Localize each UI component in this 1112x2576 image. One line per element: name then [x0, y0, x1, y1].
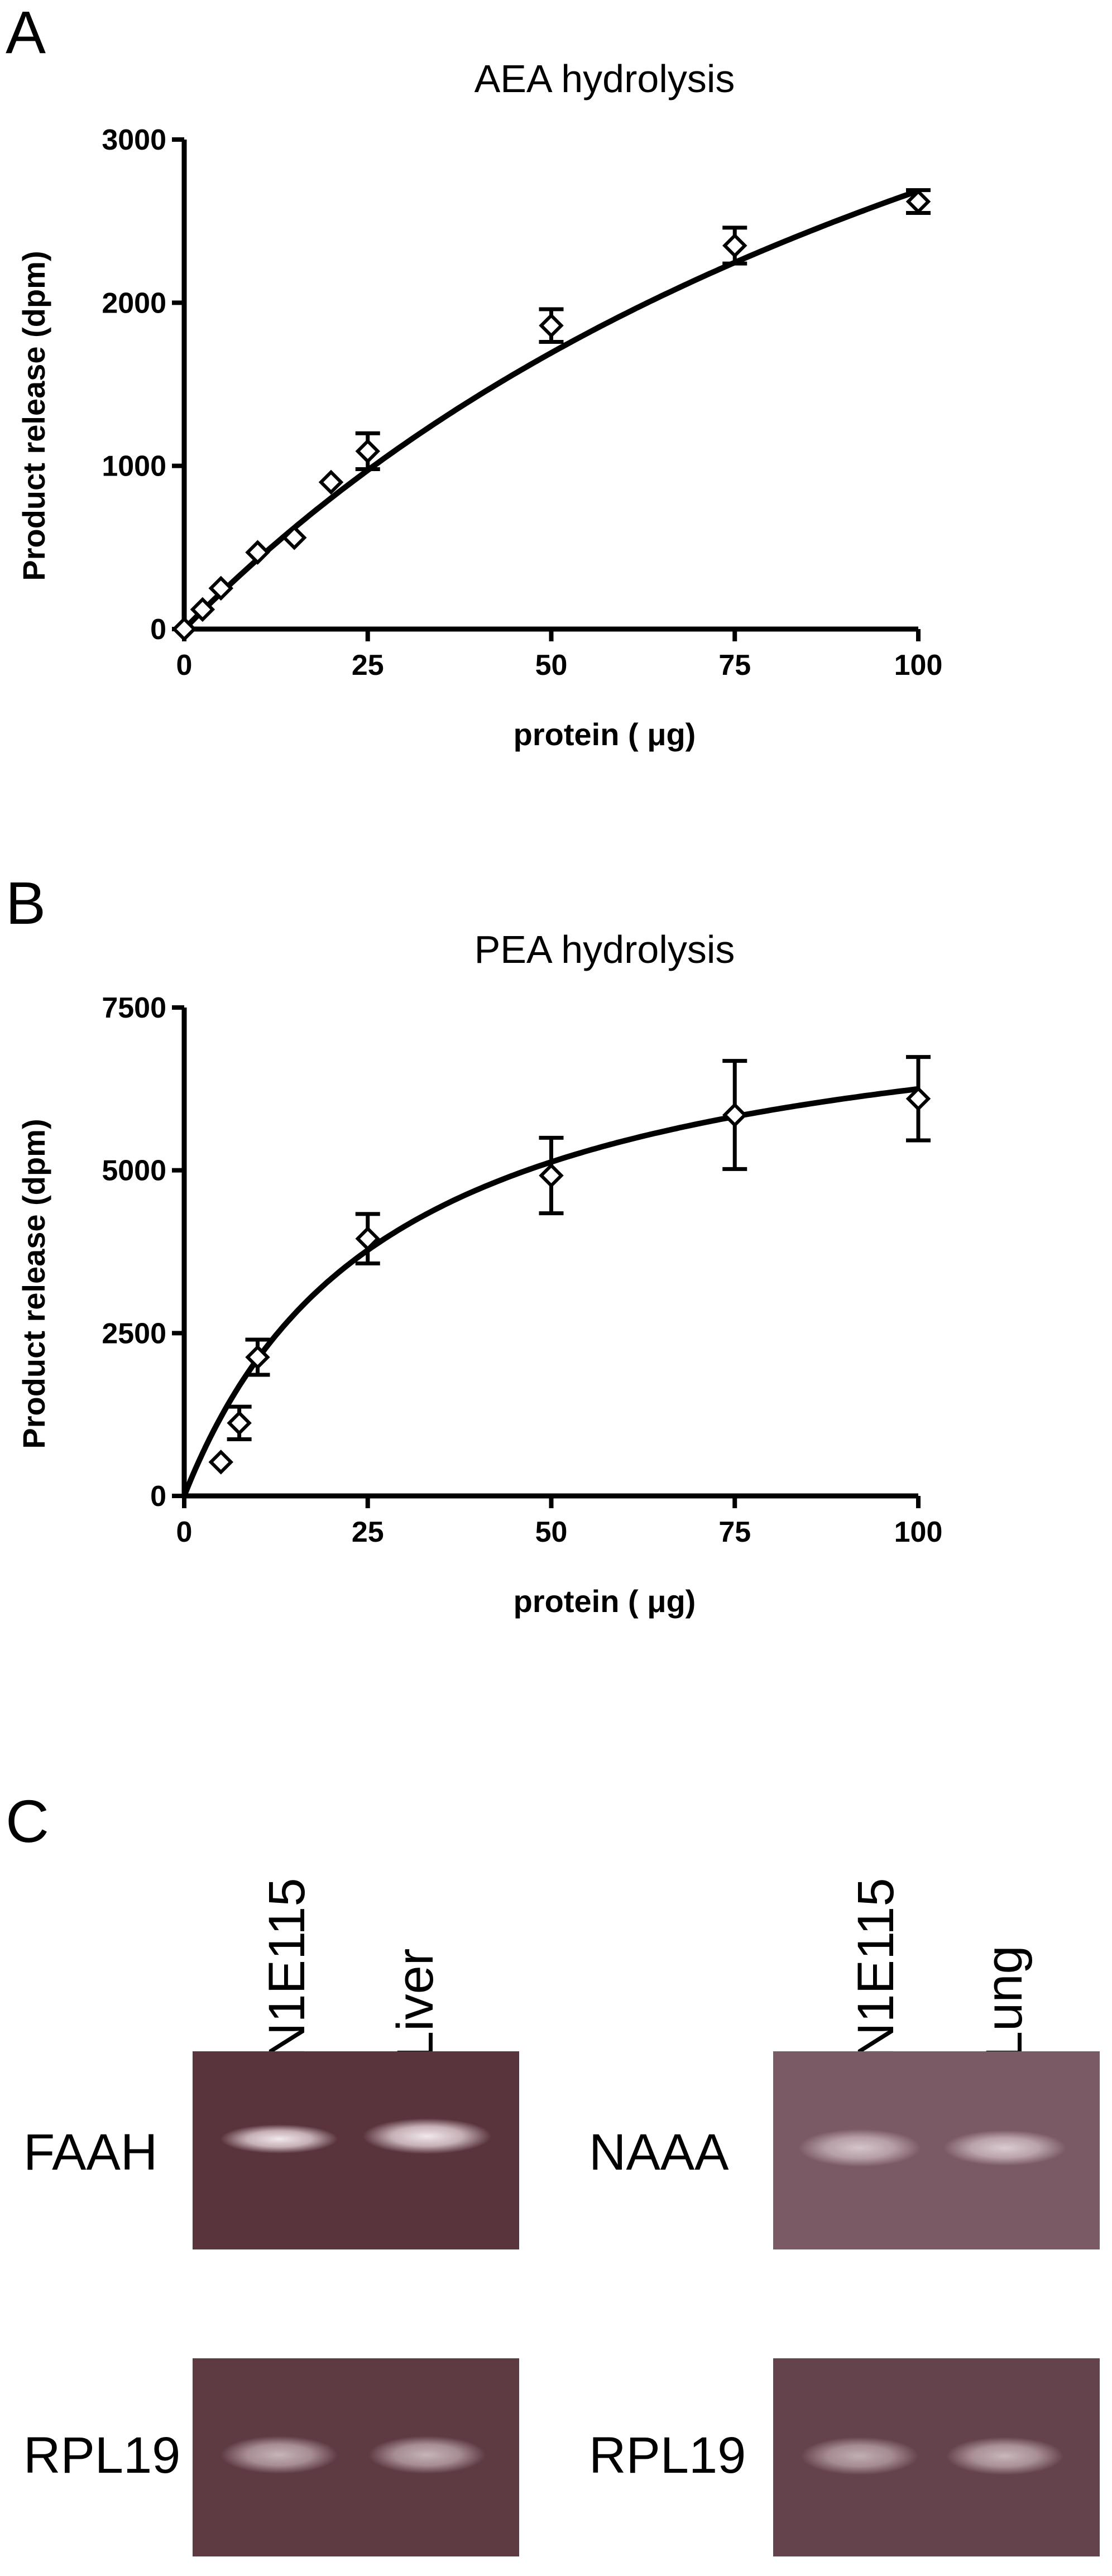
data-point: [318, 469, 344, 495]
band: [801, 2437, 918, 2475]
band: [943, 2130, 1066, 2166]
y-tick-label: 0: [150, 613, 166, 646]
data-point: [171, 616, 197, 642]
y-tick-label: 7500: [102, 992, 166, 1024]
x-tick-label: 0: [176, 1516, 193, 1548]
x-tick-label: 100: [894, 1516, 943, 1548]
x-tick-label: 75: [718, 1516, 751, 1548]
y-tick-label: 1000: [102, 450, 166, 483]
x-tick-label: 0: [176, 649, 193, 682]
y-axis-label: Product release (dpm): [16, 1119, 51, 1448]
lane-label-left-1: N1E115: [258, 1878, 315, 2060]
y-tick-label: 0: [150, 1480, 166, 1513]
band: [363, 2118, 491, 2154]
chart-pea-hydrolysis: PEA hydrolysis protein ( μg) Product rel…: [16, 928, 942, 1619]
x-tick-label: 50: [535, 1516, 568, 1548]
lane-label-left-2: Liver: [387, 1949, 444, 2060]
gel-image-rpl19-left: [193, 2358, 519, 2556]
data-point: [282, 525, 307, 550]
x-tick-label: 50: [535, 649, 568, 682]
chart-aea-hydrolysis: AEA hydrolysis protein ( μg) Product rel…: [16, 57, 942, 752]
fit-curve: [182, 188, 919, 631]
chart-title: AEA hydrolysis: [474, 57, 735, 100]
data-point: [355, 439, 380, 464]
gel-label-rpl19-right: RPL19: [589, 2427, 746, 2484]
band: [798, 2129, 921, 2167]
data-point: [905, 1086, 931, 1111]
y-tick-label: 5000: [102, 1155, 166, 1187]
chart-title: PEA hydrolysis: [474, 928, 735, 971]
x-tick-label: 75: [718, 649, 751, 682]
panel-letter-b: B: [6, 869, 46, 937]
lane-label-right-1: N1E115: [847, 1878, 904, 2060]
y-tick-label: 2000: [102, 287, 166, 319]
gel-panel: N1E115 Liver N1E115 Lung FAAH RPL19 NAAA…: [23, 1878, 1100, 2556]
data-point: [227, 1411, 252, 1436]
band: [946, 2437, 1063, 2475]
x-tick-label: 25: [352, 649, 384, 682]
gel-label-naaa: NAAA: [589, 2124, 729, 2181]
data-point: [539, 1163, 564, 1188]
x-axis-label: protein ( μg): [514, 1584, 696, 1619]
x-tick-label: 25: [352, 1516, 384, 1548]
data-point: [905, 189, 931, 214]
gel-image-faah: [193, 2051, 519, 2249]
data-point: [208, 575, 233, 601]
data-point: [190, 597, 215, 622]
data-point: [245, 540, 270, 565]
band: [368, 2436, 486, 2474]
lane-label-right-2: Lung: [976, 1945, 1033, 2060]
x-tick-label: 100: [894, 649, 943, 682]
data-point: [539, 313, 564, 338]
gel-label-faah: FAAH: [23, 2124, 157, 2181]
y-axis-label: Product release (dpm): [16, 251, 51, 581]
band: [221, 2436, 338, 2474]
gel-label-rpl19-left: RPL19: [23, 2427, 180, 2484]
x-axis-label: protein ( μg): [514, 717, 696, 752]
data-point: [355, 1226, 380, 1251]
data-point: [245, 1345, 270, 1370]
data-point: [722, 1102, 747, 1128]
gel-image-rpl19-right: [773, 2358, 1100, 2556]
data-point: [722, 233, 747, 258]
y-tick-label: 2500: [102, 1317, 166, 1350]
panel-letter-a: A: [6, 0, 46, 66]
panel-letter-c: C: [6, 1787, 49, 1855]
gel-image-naaa: [773, 2051, 1100, 2249]
data-point: [208, 1450, 233, 1475]
y-tick-label: 3000: [102, 124, 166, 156]
band: [221, 2124, 338, 2153]
